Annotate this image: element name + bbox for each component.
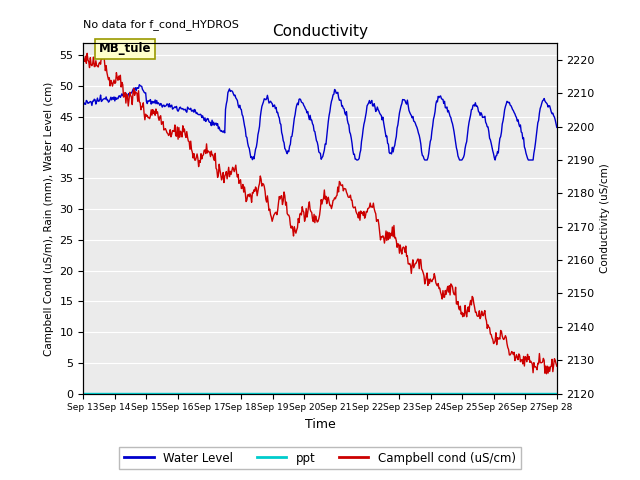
Y-axis label: Conductivity (uS/cm): Conductivity (uS/cm) xyxy=(600,164,611,273)
Legend: Water Level, ppt, Campbell cond (uS/cm): Water Level, ppt, Campbell cond (uS/cm) xyxy=(119,447,521,469)
Title: Conductivity: Conductivity xyxy=(272,24,368,39)
Y-axis label: Campbell Cond (uS/m), Rain (mm), Water Level (cm): Campbell Cond (uS/m), Rain (mm), Water L… xyxy=(44,81,54,356)
X-axis label: Time: Time xyxy=(305,418,335,431)
Text: MB_tule: MB_tule xyxy=(99,42,152,55)
Text: No data for f_cond_HYDROS: No data for f_cond_HYDROS xyxy=(83,19,239,30)
